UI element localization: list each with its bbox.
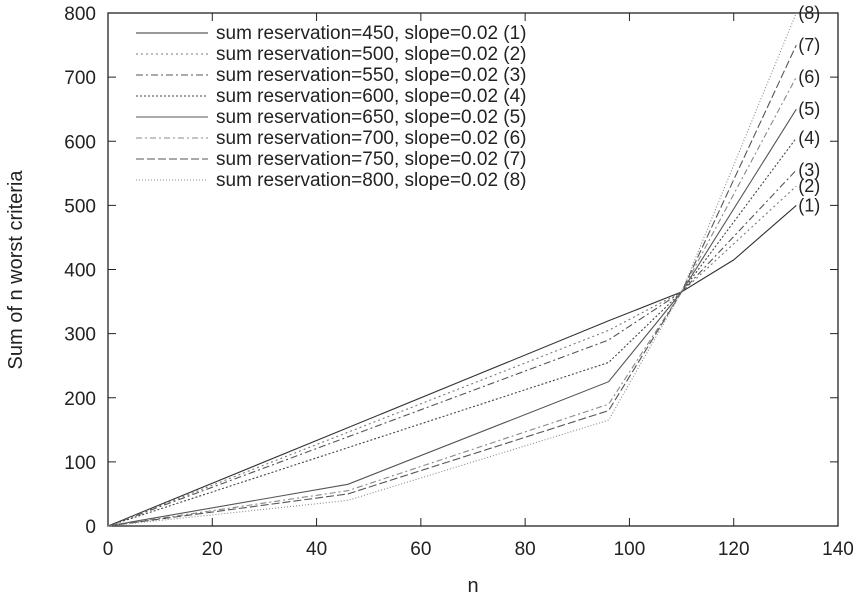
y-tick-label: 0 [85, 517, 96, 538]
series-line-6 [107, 76, 797, 527]
x-tick-label: 40 [306, 539, 327, 560]
legend-label: sum reservation=750, slope=0.02 (7) [216, 149, 527, 170]
x-tick-label: 0 [103, 539, 114, 560]
legend-label: sum reservation=600, slope=0.02 (4) [216, 86, 527, 107]
legend-label: sum reservation=550, slope=0.02 (3) [216, 65, 527, 86]
series-end-label: (2) [798, 176, 820, 196]
x-tick-label: 80 [515, 539, 536, 560]
legend-label: sum reservation=800, slope=0.02 (8) [216, 170, 527, 191]
x-tick-label: 20 [202, 539, 223, 560]
legend: sum reservation=450, slope=0.02 (1)sum r… [136, 23, 527, 191]
y-tick-label: 500 [64, 196, 96, 217]
series-end-label: (3) [798, 160, 820, 180]
y-tick-label: 400 [64, 261, 96, 282]
x-axis-title: n [467, 575, 478, 597]
legend-label: sum reservation=650, slope=0.02 (5) [216, 107, 527, 128]
series-line-4 [107, 137, 797, 527]
series-line-3 [107, 169, 797, 527]
y-tick-label: 300 [64, 325, 96, 346]
x-tick-label: 60 [410, 539, 431, 560]
y-tick-label: 600 [64, 132, 96, 153]
legend-label: sum reservation=450, slope=0.02 (1) [216, 23, 527, 44]
x-tick-label: 140 [822, 539, 854, 560]
y-tick-label: 100 [64, 453, 96, 474]
series-end-label: (5) [798, 99, 820, 119]
series-end-label: (6) [798, 67, 820, 87]
series-line-8 [107, 12, 797, 527]
x-tick-label: 100 [614, 539, 646, 560]
end-labels: (1)(2)(3) (4) (5) (6) (7) (8) [798, 3, 820, 215]
series-end-label: (4) [798, 128, 820, 148]
series-line-2 [107, 185, 797, 527]
series-end-label: (8) [798, 3, 820, 23]
series-end-label: (7) [798, 35, 820, 55]
series-line-5 [107, 108, 797, 527]
x-tick-label: 120 [718, 539, 750, 560]
y-tick-label: 200 [64, 389, 96, 410]
y-tick-label: 800 [64, 4, 96, 25]
legend-label: sum reservation=700, slope=0.02 (6) [216, 128, 527, 149]
series-end-label: (1) [798, 195, 820, 215]
series-lines [107, 12, 797, 527]
y-tick-label: 700 [64, 68, 96, 89]
y-axis-title: Sum of n worst criteria [5, 170, 27, 370]
series-line-1 [107, 204, 797, 527]
axis-ticks: 0 20 40 60 80 100 120 140 0 100 200 300 400 500 600 700… [64, 4, 854, 560]
series-line-7 [107, 44, 797, 527]
legend-label: sum reservation=500, slope=0.02 (2) [216, 44, 527, 65]
